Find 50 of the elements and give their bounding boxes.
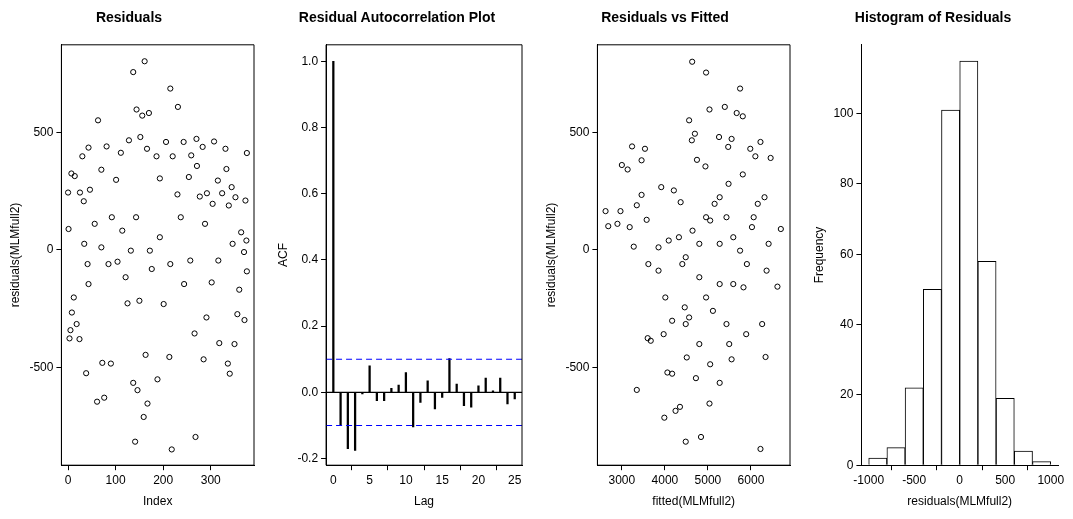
- chart-title: Histogram of Residuals: [854, 9, 1012, 26]
- y-tick-label: 1.0: [301, 53, 319, 68]
- y-tick-label: 20: [840, 387, 854, 402]
- x-tick-label: 200: [153, 472, 174, 487]
- chart-title: Residuals: [95, 9, 163, 26]
- x-tick-label: 20: [471, 472, 486, 487]
- x-tick-label: 0: [329, 472, 337, 487]
- y-tick-label: 60: [840, 246, 854, 261]
- y-tick-label: 0.2: [301, 318, 319, 333]
- x-tick-label: 6000: [737, 472, 765, 487]
- x-tick-label: 3000: [608, 472, 636, 487]
- x-tick-label: 300: [200, 472, 222, 487]
- x-tick-label: 5: [366, 472, 374, 487]
- y-axis-title: ACF: [275, 243, 290, 267]
- y-tick-label: 0: [46, 242, 54, 257]
- y-tick-label: 80: [840, 176, 854, 191]
- y-tick-label: 100: [833, 106, 854, 121]
- x-tick-label: 0: [956, 472, 964, 487]
- y-tick-label: -500: [565, 359, 590, 374]
- x-tick-label: 0: [64, 472, 72, 487]
- x-tick-label: 10: [399, 472, 413, 487]
- y-tick-label: 40: [840, 316, 854, 331]
- y-axis-title: residuals(MLMfull2): [543, 202, 558, 308]
- y-tick-label: 0: [846, 457, 854, 472]
- x-tick-label: 1000: [1037, 472, 1065, 487]
- x-tick-label: 15: [435, 472, 450, 487]
- y-tick-label: 0.0: [301, 384, 319, 399]
- chart-title: Residual Autocorrelation Plot: [298, 9, 496, 26]
- x-axis-title: Lag: [414, 494, 435, 509]
- x-tick-label: 5000: [694, 472, 722, 487]
- y-tick-label: 0: [582, 242, 590, 257]
- x-axis-title: Index: [143, 494, 173, 509]
- x-axis-title: fitted(MLMfull2): [652, 494, 736, 509]
- y-tick-label: 0.4: [301, 252, 319, 267]
- x-tick-label: 500: [995, 472, 1016, 487]
- x-tick-label: -1000: [853, 472, 885, 487]
- y-tick-label: 0.6: [301, 186, 319, 201]
- y-tick-label: -0.2: [297, 450, 319, 465]
- y-tick-label: 500: [569, 124, 590, 139]
- x-tick-label: 25: [508, 472, 522, 487]
- y-axis-title: Frequency: [811, 226, 826, 284]
- x-tick-label: 100: [105, 472, 126, 487]
- y-tick-label: -500: [29, 359, 54, 374]
- x-tick-label: 4000: [651, 472, 679, 487]
- y-tick-label: 500: [33, 124, 54, 139]
- y-axis-title: residuals(MLMfull2): [7, 202, 22, 308]
- x-tick-label: -500: [902, 472, 927, 487]
- y-tick-label: 0.8: [301, 119, 319, 134]
- chart-title: Residuals vs Fitted: [601, 9, 729, 26]
- x-axis-title: residuals(MLMfull2): [907, 494, 1013, 509]
